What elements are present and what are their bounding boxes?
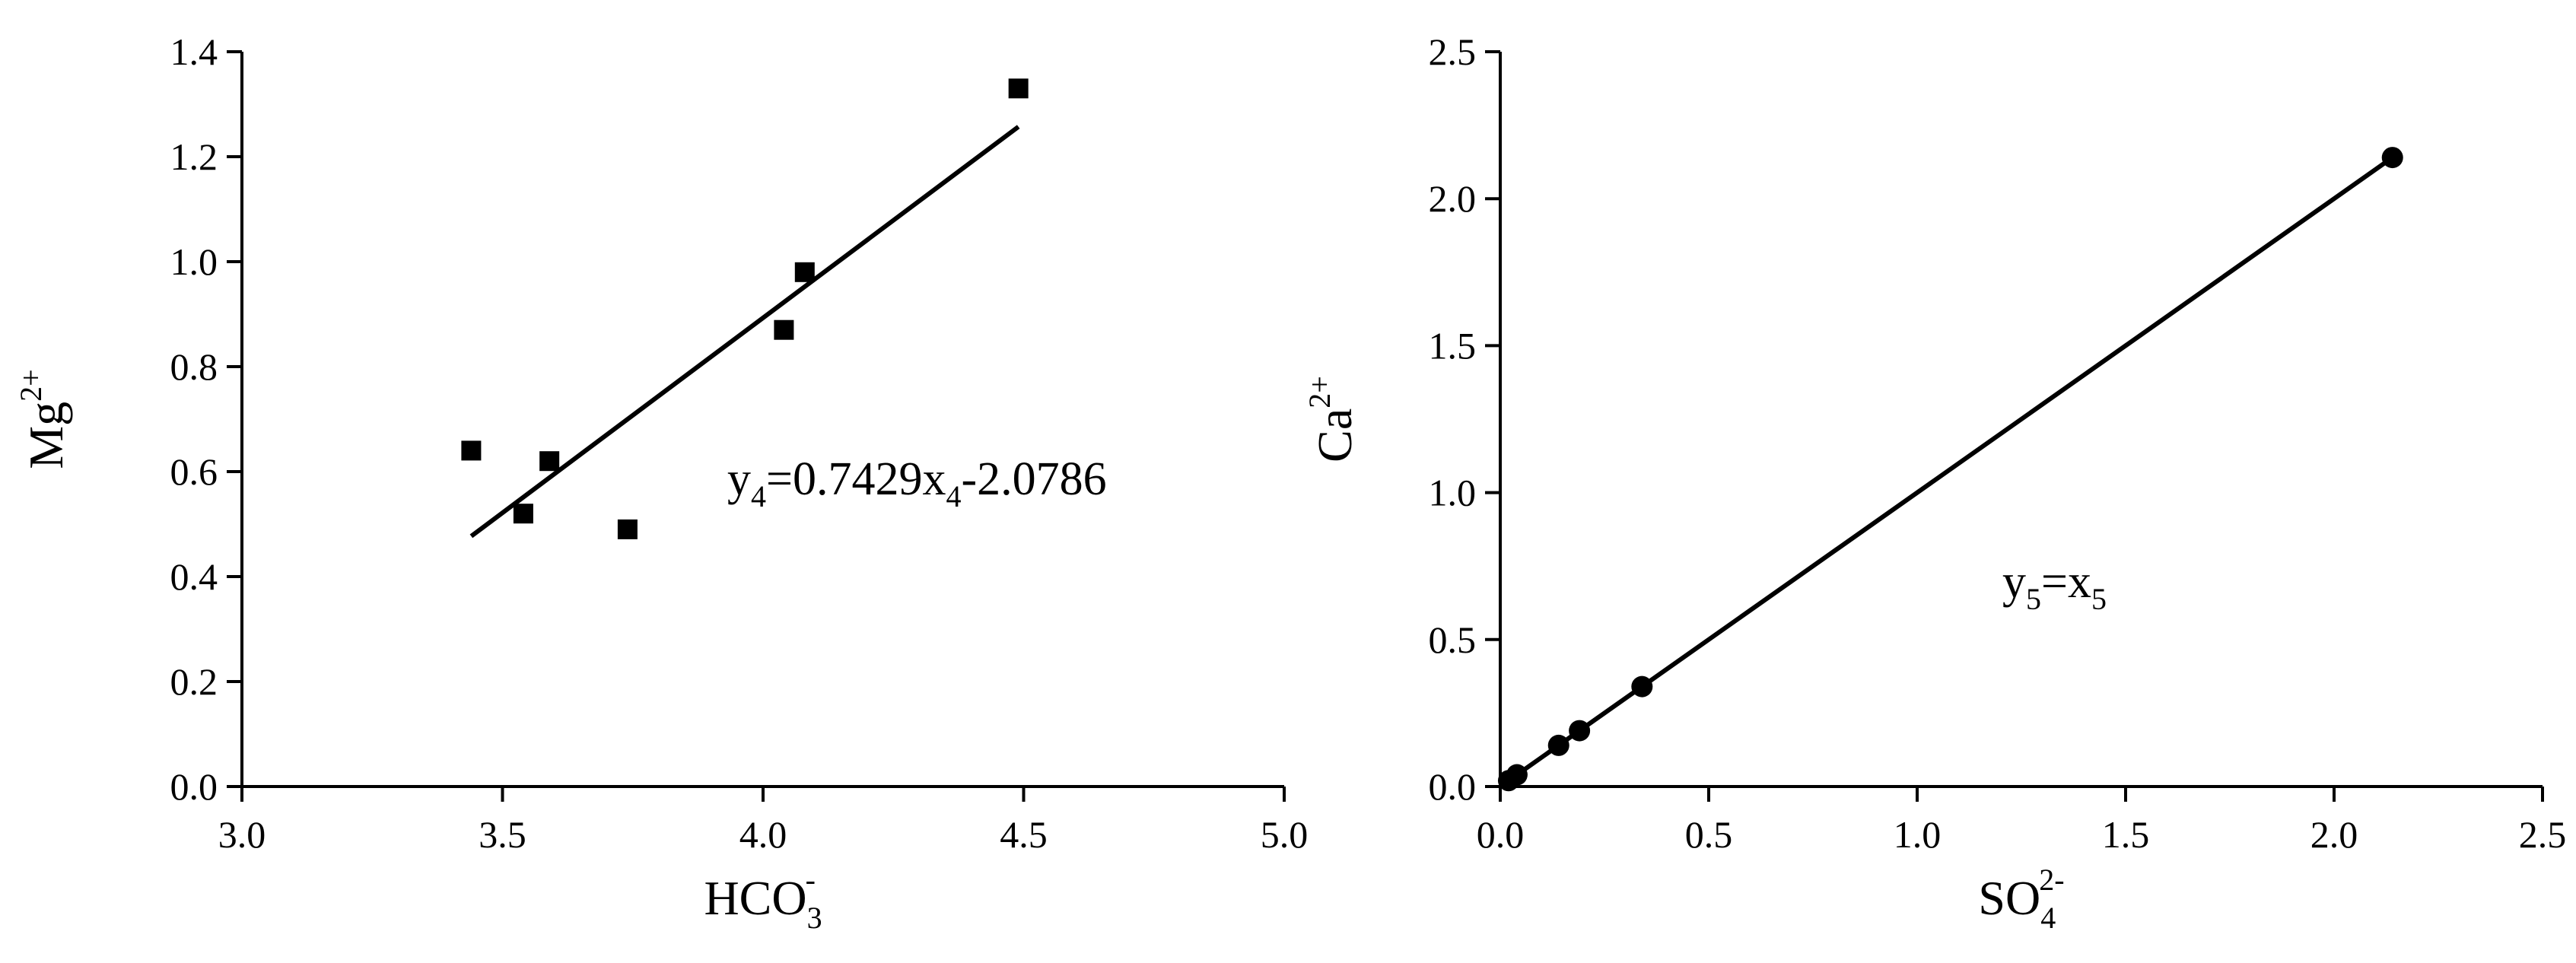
x-axis-label-superscript: 2- bbox=[2039, 863, 2064, 897]
x-tick-label: 4.0 bbox=[739, 813, 787, 856]
data-point bbox=[1569, 720, 1591, 742]
x-axis-label-superscript: - bbox=[806, 863, 816, 897]
y-tick-label: 1.4 bbox=[170, 30, 218, 73]
x-tick-label: 0.0 bbox=[1477, 813, 1525, 856]
x-axis-label-subscript: 3 bbox=[807, 901, 822, 935]
y-axis-label: Mg2+ bbox=[14, 369, 73, 469]
y-tick-label: 0.0 bbox=[1429, 765, 1477, 808]
fit-equation-part: 5 bbox=[2026, 582, 2041, 616]
x-tick-label: 4.5 bbox=[1000, 813, 1048, 856]
x-axis-label: HCO3 - bbox=[704, 863, 822, 935]
fit-equation-part: y bbox=[2002, 556, 2026, 608]
fit-equation: y4=0.7429x4-2.0786 bbox=[727, 453, 1107, 513]
data-point bbox=[1631, 675, 1653, 698]
y-tick-label: 0.4 bbox=[170, 555, 218, 598]
fit-equation-part: =x bbox=[2041, 556, 2091, 608]
x-tick-label: 0.5 bbox=[1685, 813, 1733, 856]
data-point bbox=[794, 262, 815, 282]
x-tick-label: 3.0 bbox=[218, 813, 266, 856]
data-point bbox=[1506, 764, 1528, 786]
data-point bbox=[1008, 78, 1029, 99]
fit-equation-part: 4 bbox=[946, 479, 961, 513]
x-tick-label: 2.0 bbox=[2310, 813, 2358, 856]
y-tick-label: 0.6 bbox=[170, 450, 218, 493]
data-point bbox=[2381, 147, 2403, 169]
y-tick-label: 0.2 bbox=[170, 660, 218, 703]
data-point bbox=[774, 319, 794, 340]
y-tick-label: 0.8 bbox=[170, 345, 218, 388]
x-axis-label-base: SO bbox=[1978, 871, 2040, 925]
fit-equation-part: y bbox=[727, 453, 751, 505]
x-tick-label: 5.0 bbox=[1261, 813, 1309, 856]
fit-equation-part: 5 bbox=[2091, 582, 2107, 616]
data-point bbox=[617, 519, 638, 539]
y-axis-label-superscript: 2+ bbox=[14, 369, 48, 402]
y-axis-label: Ca2+ bbox=[1302, 376, 1362, 462]
y-axis-label-base: Mg bbox=[19, 402, 73, 469]
y-tick-label: 2.5 bbox=[1429, 30, 1477, 73]
x-tick-label: 2.5 bbox=[2519, 813, 2567, 856]
x-tick-label: 1.5 bbox=[2102, 813, 2150, 856]
x-axis-label: SO4 2- bbox=[1978, 863, 2064, 935]
fit-equation: y5=x5 bbox=[2002, 556, 2107, 616]
x-tick-label: 3.5 bbox=[479, 813, 526, 856]
x-axis-label-base: HCO bbox=[704, 871, 806, 925]
y-tick-label: 1.0 bbox=[1429, 472, 1477, 514]
x-axis-label-subscript: 4 bbox=[2040, 901, 2056, 935]
data-point bbox=[539, 451, 560, 472]
y-tick-label: 0.5 bbox=[1429, 618, 1477, 661]
y-axis-label-superscript: 2+ bbox=[1302, 376, 1337, 408]
data-point bbox=[513, 504, 533, 524]
chart-left-mg-vs-hco3: 3.0 3.5 4.0 4.5 5.0 0.0 0.2 0.4 0.6 0.8 1.0 1.2 1.4 H… bbox=[14, 30, 1308, 935]
data-point bbox=[1547, 734, 1569, 756]
y-axis-label-base: Ca bbox=[1308, 408, 1362, 462]
y-tick-label: 1.5 bbox=[1429, 324, 1477, 367]
data-point bbox=[461, 440, 482, 461]
fit-line bbox=[469, 125, 1020, 539]
fit-equation-part: =0.7429x bbox=[766, 453, 946, 505]
y-tick-label: 0.0 bbox=[170, 765, 218, 808]
x-tick-label: 1.0 bbox=[1894, 813, 1942, 856]
y-tick-label: 1.0 bbox=[170, 240, 218, 283]
y-tick-label: 2.0 bbox=[1429, 177, 1477, 220]
y-tick-label: 1.2 bbox=[170, 135, 218, 178]
fit-equation-part: 4 bbox=[751, 479, 766, 513]
chart-right-ca-vs-so4: 0.0 0.5 1.0 1.5 2.0 2.5 0.0 0.5 1.0 1.5 2.0 2.5 SO4 2… bbox=[1302, 30, 2566, 935]
fit-equation-part: -2.0786 bbox=[961, 453, 1106, 505]
